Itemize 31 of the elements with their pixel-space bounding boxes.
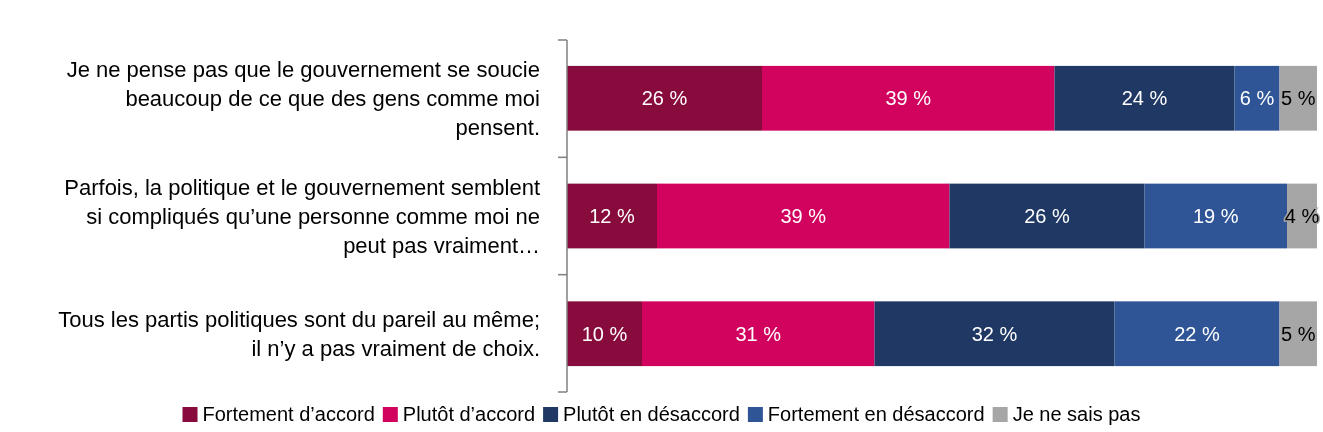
data-label: 26 % — [641, 87, 688, 110]
data-label: 31 % — [735, 322, 782, 345]
legend-label: Fortement en désaccord — [767, 403, 985, 425]
bar — [1114, 301, 1280, 367]
data-label: 32 % — [971, 322, 1018, 345]
data-label: 5 % — [1281, 322, 1316, 345]
data-label: 12 % — [589, 205, 636, 227]
data-label: 24 % — [1121, 87, 1168, 110]
legend-label: Fortement d’accord — [202, 403, 375, 425]
bar — [642, 301, 875, 367]
data-label: 39 % — [780, 205, 827, 227]
data-label: 6 % — [1239, 87, 1275, 110]
bar — [1144, 183, 1287, 249]
bar — [657, 183, 950, 249]
data-label: 39 % — [885, 87, 932, 110]
bar — [567, 65, 762, 131]
y-tick-label: Parfois, la politique et le gouvernement semblent si compliqués qu’une personne comme moi ne peut pas vraiment… — [64, 175, 540, 258]
legend-label: Plutôt en désaccord — [563, 403, 740, 425]
bar — [1054, 65, 1235, 131]
y-tick-label: Je ne pense pas que le gouvernement se soucie beaucoup de ce que des gens comme moi pensent. — [66, 57, 540, 141]
legend-label: Plutôt d’accord — [402, 403, 536, 425]
data-label: 10 % — [581, 322, 628, 345]
bar — [762, 65, 1055, 131]
bar — [874, 301, 1115, 367]
legend-label: Je ne sais pas — [1012, 403, 1141, 425]
bar — [949, 183, 1145, 249]
data-label: 19 % — [1192, 205, 1239, 227]
data-label: 26 % — [1024, 205, 1071, 227]
y-tick-label: Tous les partis politiques sont du pareil au même; il n’y a pas vraiment de choix. — [58, 307, 540, 362]
data-label: 5 % — [1281, 87, 1316, 110]
data-label: 22 % — [1174, 322, 1221, 345]
